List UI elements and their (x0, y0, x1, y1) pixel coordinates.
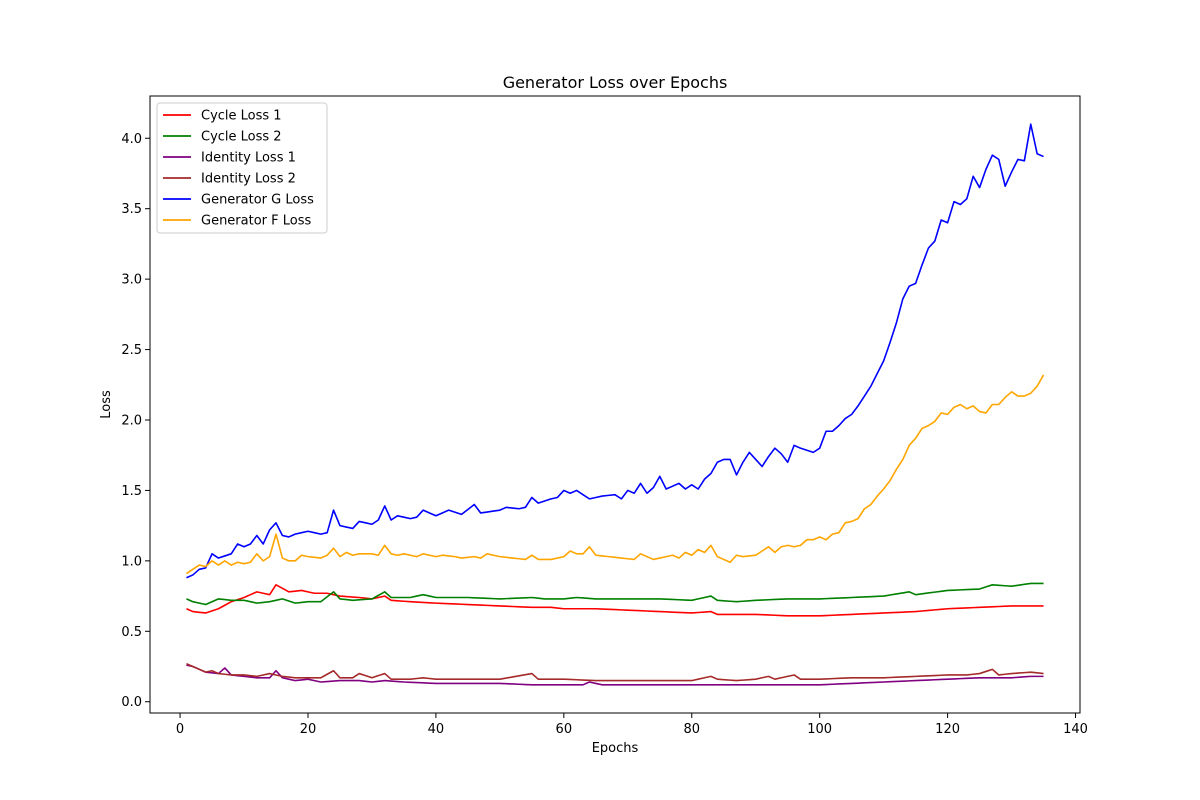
legend-entry: Cycle Loss 1 (201, 109, 282, 124)
y-tick-label: 1.5 (121, 484, 142, 499)
legend-entry: Generator G Loss (201, 193, 314, 208)
legend-entry: Identity Loss 2 (201, 172, 296, 187)
legend-entry: Generator F Loss (201, 214, 311, 229)
legend-entry: Identity Loss 1 (201, 151, 296, 166)
y-tick-label: 3.0 (121, 273, 142, 288)
y-tick-label: 0.0 (121, 695, 142, 710)
x-tick-label: 60 (556, 722, 573, 737)
y-axis-label: Loss (99, 390, 114, 419)
y-tick-label: 0.5 (121, 625, 142, 640)
x-axis-label: Epochs (592, 741, 639, 756)
series-layer (186, 123, 1045, 686)
legend: Cycle Loss 1 Cycle Loss 2 Identity Loss 1 I… (156, 102, 328, 234)
x-tick-label: 100 (807, 722, 832, 737)
y-tick-label: 4.0 (121, 132, 142, 147)
y-axis-ticks: 0.0 0.5 1.0 1.5 2.0 2.5 3.0 3.5 4.0 (121, 132, 150, 710)
x-tick-label: 120 (935, 722, 960, 737)
series-line-6 (186, 374, 1045, 575)
y-tick-label: 2.5 (121, 343, 142, 358)
x-tick-label: 40 (428, 722, 445, 737)
series-line-3 (186, 664, 1044, 686)
chart-title: Generator Loss over Epochs (503, 73, 728, 92)
y-tick-label: 2.0 (121, 413, 142, 428)
series-line-1 (186, 584, 1044, 617)
legend-entry: Cycle Loss 2 (201, 130, 282, 145)
x-tick-label: 140 (1063, 722, 1088, 737)
x-tick-label: 0 (176, 722, 184, 737)
x-tick-label: 80 (683, 722, 700, 737)
x-tick-label: 20 (300, 722, 317, 737)
series-line-2 (186, 582, 1044, 606)
series-line-5 (186, 123, 1044, 579)
y-tick-label: 3.5 (121, 202, 142, 217)
y-tick-label: 1.0 (121, 554, 142, 569)
plot-frame (149, 95, 1081, 714)
legend-box (156, 102, 328, 234)
series-line-4 (186, 662, 1044, 682)
x-axis-ticks: 0 20 40 60 80 100 120 140 (176, 713, 1088, 737)
